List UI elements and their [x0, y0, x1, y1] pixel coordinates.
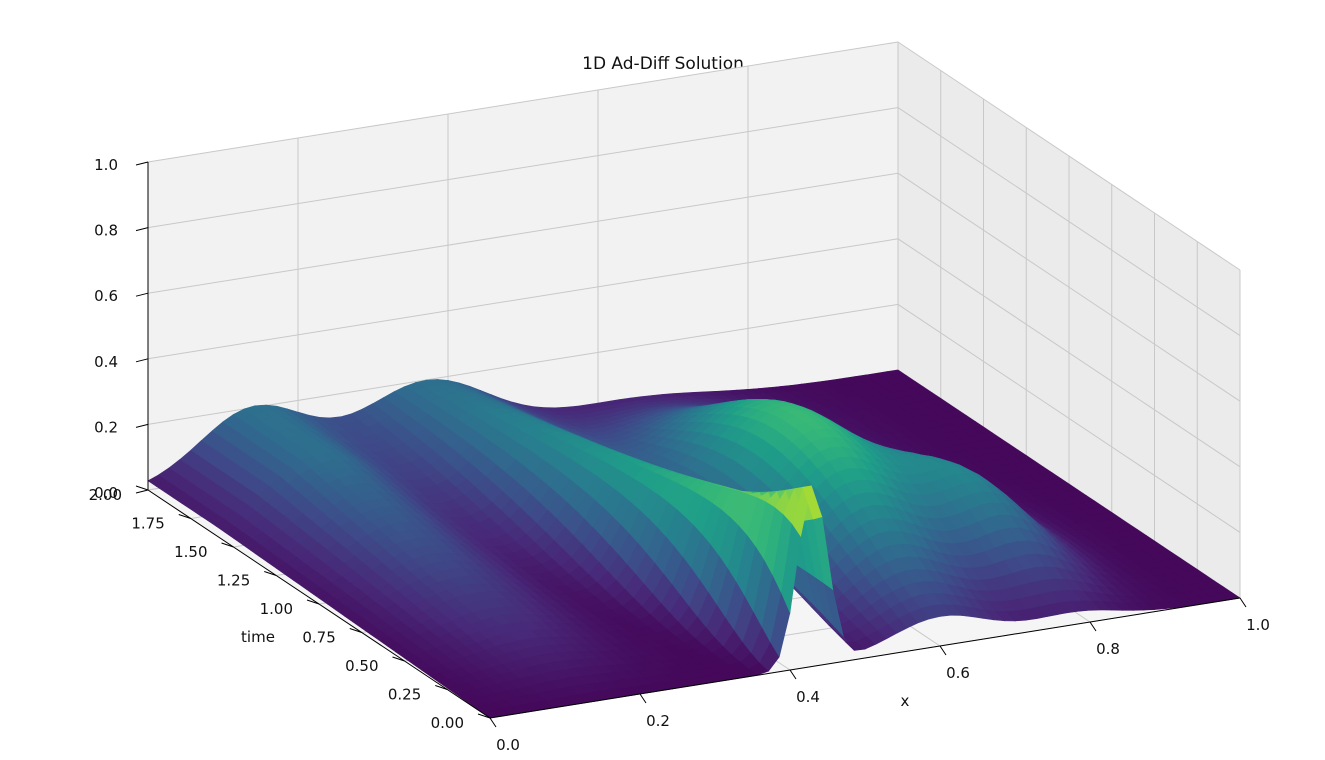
- x-tick-label: 0.4: [796, 688, 820, 706]
- time-tick-label: 0.00: [431, 714, 464, 732]
- z-tick-label: 0.6: [94, 287, 118, 305]
- grid-line: [147, 41, 899, 163]
- time-tick-label: 2.00: [89, 486, 122, 504]
- time-tick: [264, 571, 277, 576]
- time-tick-label: 0.75: [302, 629, 335, 647]
- time-tick-label: 0.25: [388, 686, 421, 704]
- time-tick: [221, 542, 234, 548]
- x-tick-label: 0.6: [946, 664, 970, 682]
- grid-line: [897, 41, 1241, 271]
- tick-labels: 0.0 0.2 0.4 0.6 0.8 1.0 0.00 0.25 0.50 0.75 1.00 1.…: [89, 156, 1270, 754]
- x-tick-label: 0.8: [1096, 640, 1120, 658]
- time-tick: [349, 628, 362, 633]
- x-axis-label: x: [901, 692, 910, 710]
- z-tick-label: 0.8: [94, 222, 118, 240]
- grid-line: [897, 107, 1241, 337]
- x-tick: [1239, 597, 1247, 608]
- x-tick-label: 1.0: [1246, 616, 1270, 634]
- x-tick-label: 0.0: [496, 736, 520, 754]
- grid-line: [897, 238, 1241, 468]
- grid-line: [897, 303, 1241, 533]
- time-axis-label: time: [241, 628, 275, 646]
- surface-mesh: [147, 369, 1241, 719]
- z-tick: [135, 358, 149, 363]
- z-tick: [135, 423, 149, 428]
- time-tick-label: 1.75: [131, 515, 164, 533]
- grid-line: [897, 172, 1241, 402]
- x-axis-line: [489, 597, 1241, 719]
- grid-line: [147, 107, 899, 229]
- time-tick: [477, 713, 491, 719]
- x-tick: [789, 669, 797, 680]
- grid-line: [147, 172, 899, 294]
- grid-line: [147, 238, 899, 360]
- chart-title: 1D Ad-Diff Solution: [582, 54, 744, 74]
- x-tick: [939, 645, 947, 656]
- time-tick: [135, 485, 149, 491]
- z-tick: [135, 292, 149, 297]
- z-tick-label: 0.2: [94, 418, 118, 436]
- axis-lines: [135, 161, 1247, 728]
- grid-line: [147, 303, 899, 425]
- z-tick: [135, 161, 149, 166]
- back-pane: [148, 42, 898, 490]
- z-tick: [135, 227, 149, 232]
- time-tick-label: 1.50: [174, 543, 207, 561]
- time-tick: [178, 514, 191, 519]
- time-tick: [435, 685, 448, 690]
- z-tick-label: 1.0: [94, 156, 118, 174]
- time-tick-label: 1.25: [217, 572, 250, 590]
- time-tick-label: 0.50: [345, 657, 378, 675]
- z-tick-label: 0.4: [94, 353, 118, 371]
- z-tick-label: 0.0: [94, 484, 118, 502]
- time-tick: [306, 599, 320, 605]
- time-tick-label: 1.00: [260, 600, 293, 618]
- x-tick-label: 0.2: [646, 712, 670, 730]
- x-tick: [489, 717, 497, 728]
- time-tick: [392, 656, 405, 662]
- x-tick: [1089, 621, 1097, 632]
- x-tick: [639, 693, 647, 704]
- z-tick: [135, 489, 149, 494]
